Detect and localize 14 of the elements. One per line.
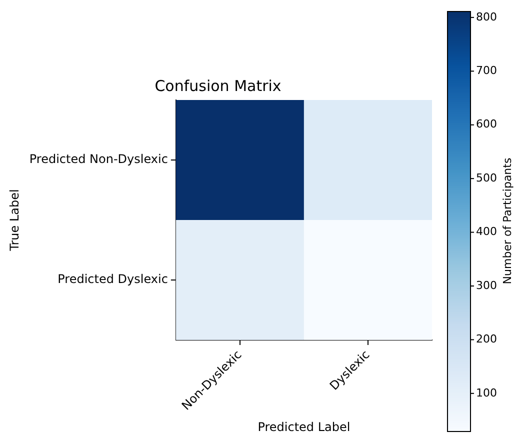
color-bar-label: 200 — [476, 332, 497, 346]
color-bar-title: Number of Participants — [500, 158, 514, 284]
y-tick-label: Predicted Dyslexic — [58, 272, 168, 286]
x-axis-title: Predicted Label — [258, 420, 350, 434]
chart-title: Confusion Matrix — [154, 76, 282, 95]
color-bar-label: 600 — [476, 118, 497, 131]
color-bar-label: 500 — [476, 171, 497, 184]
color-bar-label: 800 — [476, 10, 497, 24]
color-bar-label: 300 — [476, 278, 497, 292]
y-axis-title: True Label — [7, 189, 22, 252]
y-tick-label: Predicted Non-Dyslexic — [29, 152, 168, 166]
color-bar-label: 700 — [476, 64, 497, 78]
color-bar-label: 400 — [476, 225, 497, 238]
color-bar-label: 100 — [476, 386, 497, 400]
